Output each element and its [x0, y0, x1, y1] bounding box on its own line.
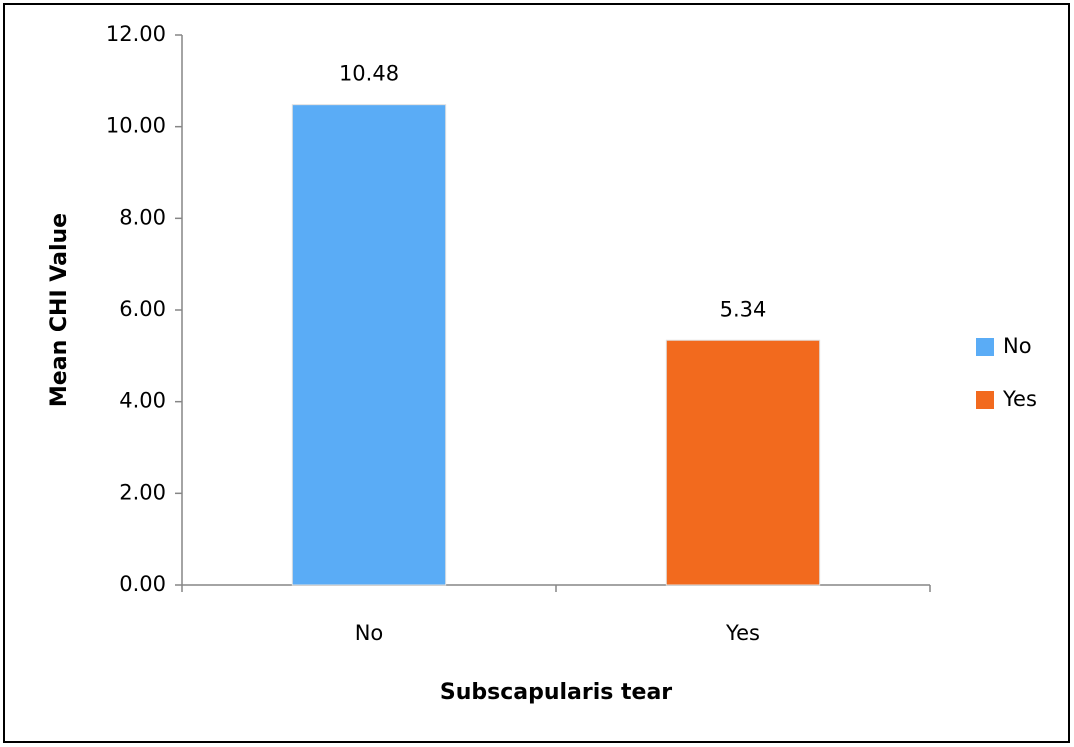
y-tick-label: 2.00	[119, 480, 166, 504]
legend-label: Yes	[1002, 387, 1037, 411]
x-tick-label: Yes	[725, 621, 760, 645]
y-tick-label: 4.00	[119, 389, 166, 413]
y-tick-label: 8.00	[119, 205, 166, 229]
value-label: 10.48	[339, 62, 399, 86]
legend-label: No	[1003, 334, 1032, 358]
y-tick-label: 6.00	[119, 297, 166, 321]
y-tick-label: 12.00	[106, 22, 166, 46]
x-axis-title: Subscapularis tear	[440, 680, 672, 705]
y-tick-label: 0.00	[119, 572, 166, 596]
legend-swatch	[976, 338, 994, 356]
y-axis-title: Mean CHI Value	[47, 213, 72, 407]
x-tick-label: No	[355, 621, 384, 645]
bar	[291, 104, 447, 586]
bar	[665, 339, 821, 586]
y-tick-label: 10.00	[106, 114, 166, 138]
legend-swatch	[976, 391, 994, 409]
value-label: 5.34	[720, 297, 767, 321]
